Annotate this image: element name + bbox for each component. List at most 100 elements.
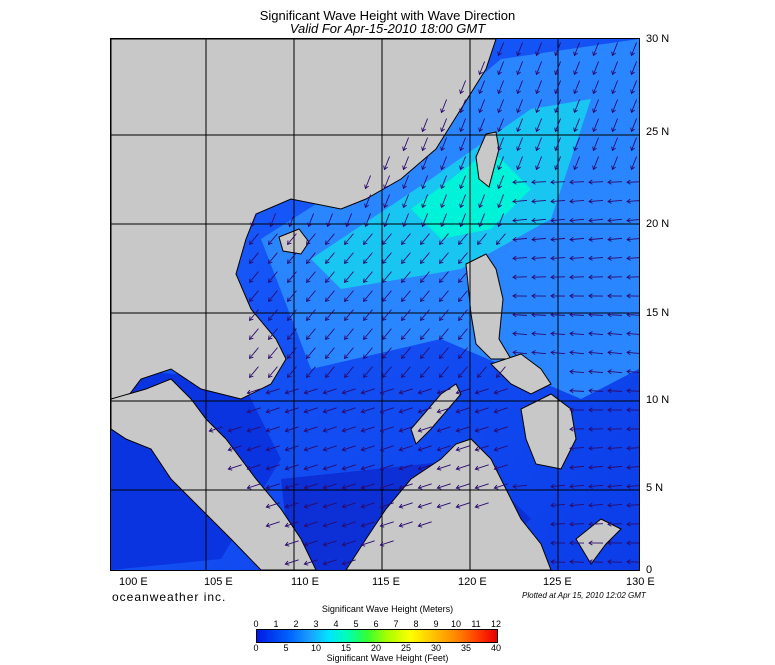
wave-direction-arrow (439, 347, 449, 359)
wave-direction-arrowhead (325, 373, 330, 379)
wave-direction-arrow (626, 447, 639, 449)
wave-direction-arrow (209, 426, 223, 432)
wave-direction-arrowhead (497, 165, 502, 171)
wave-direction-arrowhead (554, 89, 559, 95)
wave-direction-arrowhead (550, 236, 555, 242)
wave-direction-arrowhead (478, 108, 483, 114)
wave-direction-arrowhead (325, 297, 330, 303)
wave-direction-arrow (531, 218, 547, 222)
wave-direction-arrowhead (626, 483, 631, 489)
wave-direction-arrow (363, 328, 373, 340)
wave-direction-arrowhead (455, 427, 461, 433)
wave-direction-arrow (512, 314, 528, 316)
wave-direction-arrowhead (512, 331, 517, 337)
wave-direction-arrow (420, 347, 430, 359)
lat-label-20n: 20 N (646, 218, 670, 230)
wave-direction-arrowhead (588, 179, 593, 185)
wave-direction-arrow (550, 561, 566, 563)
wave-direction-arrowhead (398, 503, 404, 509)
wave-direction-arrowhead (250, 222, 255, 228)
wave-direction-arrow (456, 502, 470, 508)
wave-direction-arrow (569, 218, 585, 222)
wave-direction-arrowhead (364, 184, 369, 190)
wave-direction-arrowhead (306, 259, 311, 265)
wave-direction-arrow (306, 252, 316, 264)
wave-direction-arrows (208, 42, 639, 566)
land-malay-peninsula (111, 378, 317, 570)
wave-direction-arrow (323, 445, 337, 451)
wave-direction-arrowhead (535, 165, 540, 171)
wave-direction-arrowhead (360, 465, 366, 471)
wave-direction-arrowhead (569, 559, 574, 565)
wave-direction-arrow (612, 118, 618, 132)
colorbar (256, 629, 498, 643)
wave-direction-arrow (251, 213, 257, 227)
wave-direction-arrow (399, 521, 413, 527)
wave-direction-arrowhead (607, 388, 612, 394)
wave-direction-arrow (249, 366, 259, 378)
wave-direction-arrow (403, 213, 409, 227)
wave-direction-arrowhead (420, 297, 425, 303)
wave-direction-arrow (380, 464, 394, 470)
wave-direction-arrowhead (440, 165, 445, 171)
wave-direction-arrowhead (569, 540, 574, 546)
wave-direction-arrow (517, 80, 523, 94)
wave-direction-arrow (512, 332, 528, 336)
wave-direction-arrow (460, 80, 466, 94)
wave-direction-arrow (460, 175, 466, 189)
wave-direction-arrowhead (588, 407, 593, 413)
wave-direction-arrow (479, 80, 485, 94)
wave-direction-arrow (569, 181, 585, 183)
wave-direction-arrowhead (516, 127, 521, 133)
wave-direction-arrow (401, 290, 411, 302)
colorbar-tick-meters: 9 (433, 619, 439, 629)
wave-direction-arrow (422, 175, 428, 189)
wave-direction-arrow (247, 483, 261, 489)
wave-direction-arrowhead (626, 426, 631, 432)
wave-direction-arrowhead (268, 278, 273, 284)
wave-direction-arrow (325, 233, 335, 245)
wave-direction-arrow (441, 213, 447, 227)
wave-direction-arrow (382, 347, 392, 359)
wave-direction-arrowhead (607, 559, 612, 565)
wave-direction-arrowhead (588, 445, 593, 451)
wave-direction-arrow (418, 426, 432, 432)
wave-direction-arrow (536, 42, 542, 56)
wave-direction-arrowhead (341, 503, 347, 509)
wave-direction-arrowhead (588, 464, 593, 470)
wave-direction-arrow (266, 426, 280, 432)
wave-direction-arrowhead (458, 373, 463, 379)
wave-direction-arrowhead (417, 427, 423, 433)
wave-direction-arrowhead (477, 373, 482, 379)
wave-direction-arrow (401, 271, 411, 283)
wave-direction-arrow (361, 502, 375, 508)
wave-direction-arrowhead (322, 522, 328, 528)
wave-direction-arrowhead (573, 51, 578, 57)
wave-direction-arrow (361, 540, 375, 546)
wave-direction-arrow (418, 388, 432, 394)
wave-direction-arrowhead (265, 427, 271, 433)
wave-direction-arrowhead (440, 203, 445, 209)
wave-direction-arrowhead (287, 259, 292, 265)
wave-direction-arrow (420, 252, 430, 264)
wave-direction-arrowhead (440, 184, 445, 190)
wave-direction-arrowhead (516, 51, 521, 57)
wave-direction-arrowhead (535, 70, 540, 76)
colorbar-tick-feet: 40 (490, 643, 501, 653)
wave-direction-arrow (458, 233, 468, 245)
wave-direction-arrow (268, 271, 278, 283)
wave-direction-arrowhead (607, 464, 612, 470)
wave-direction-arrowhead (588, 502, 593, 508)
colorbar-title-meters: Significant Wave Height (Meters) (321, 604, 454, 614)
wave-direction-arrowhead (322, 541, 328, 547)
wave-direction-arrow (399, 445, 413, 451)
wave-direction-arrowhead (268, 259, 273, 265)
wave-direction-arrow (555, 61, 561, 75)
wave-direction-arrow (420, 309, 430, 321)
wave-direction-arrowhead (268, 373, 273, 379)
lon-label-120e: 120 E (458, 576, 487, 588)
wave-direction-arrowhead (325, 240, 330, 246)
wave-direction-arrow (363, 233, 373, 245)
wave-direction-arrowhead (554, 127, 559, 133)
wave-direction-arrow (380, 502, 394, 508)
